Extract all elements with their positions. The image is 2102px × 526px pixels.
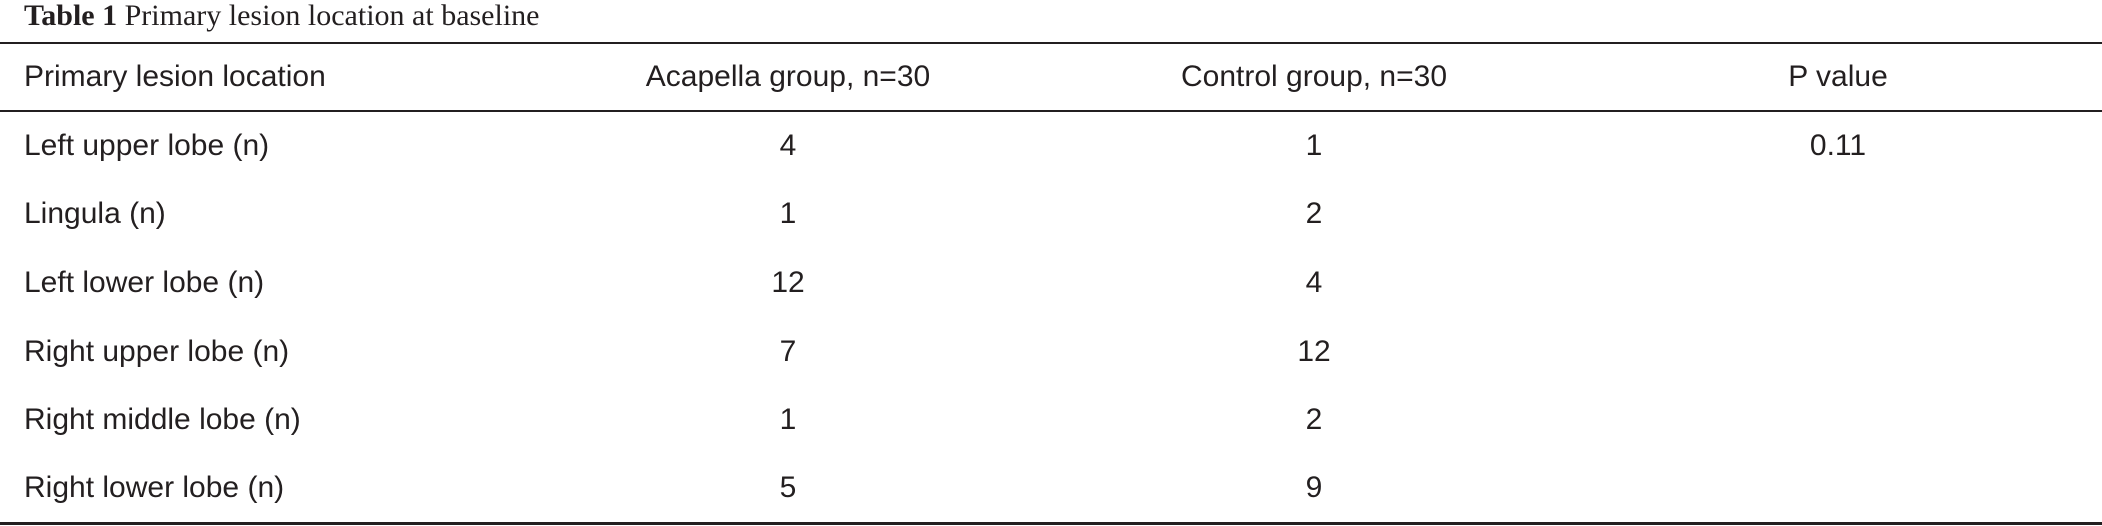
table-caption: Table 1 Primary lesion location at basel… [24, 0, 539, 38]
control-value: 2 [1305, 403, 1323, 436]
row-label: Lingula (n) [24, 197, 166, 230]
table-row: Left lower lobe (n) 12 4 [0, 249, 2102, 317]
acapella-value: 4 [779, 129, 797, 162]
header-acapella-group: Acapella group, n=30 [645, 60, 931, 93]
table-row: Right upper lobe (n) 7 12 [0, 318, 2102, 386]
table-row: Lingula (n) 1 2 [0, 180, 2102, 248]
row-label: Left upper lobe (n) [24, 129, 270, 162]
acapella-value: 12 [771, 266, 805, 299]
row-label: Right lower lobe (n) [24, 471, 285, 504]
control-value: 2 [1305, 197, 1323, 230]
table-header-row: Primary lesion location Acapella group, … [0, 43, 2102, 111]
control-value: 9 [1305, 471, 1323, 504]
p-value: 0.11 [1809, 129, 1867, 162]
header-control-group: Control group, n=30 [1180, 60, 1447, 93]
p-value [1638, 318, 2038, 386]
acapella-value: 1 [779, 403, 797, 436]
table-top-rule [0, 42, 2102, 44]
control-value: 12 [1297, 335, 1331, 368]
acapella-value: 7 [779, 335, 797, 368]
table-bottom-rule [0, 522, 2102, 525]
header-primary-lesion-location: Primary lesion location [24, 60, 326, 93]
row-label: Right upper lobe (n) [24, 335, 290, 368]
row-label: Left lower lobe (n) [24, 266, 265, 299]
control-value: 4 [1305, 266, 1323, 299]
control-value: 1 [1305, 129, 1323, 162]
table-caption-label: Table 1 [24, 0, 118, 32]
table-row: Right middle lobe (n) 1 2 [0, 386, 2102, 454]
acapella-value: 5 [779, 471, 797, 504]
p-value [1638, 249, 2038, 317]
table-row: Right lower lobe (n) 5 9 [0, 454, 2102, 522]
acapella-value: 1 [779, 197, 797, 230]
p-value [1638, 180, 2038, 248]
header-p-value: P value [1788, 60, 1888, 93]
table-header-rule [0, 110, 2102, 112]
table-caption-title: Primary lesion location at baseline [124, 0, 540, 32]
p-value [1638, 454, 2038, 522]
table-row: Left upper lobe (n) 4 1 0.11 [0, 112, 2102, 180]
row-label: Right middle lobe (n) [24, 403, 301, 436]
p-value [1638, 386, 2038, 454]
